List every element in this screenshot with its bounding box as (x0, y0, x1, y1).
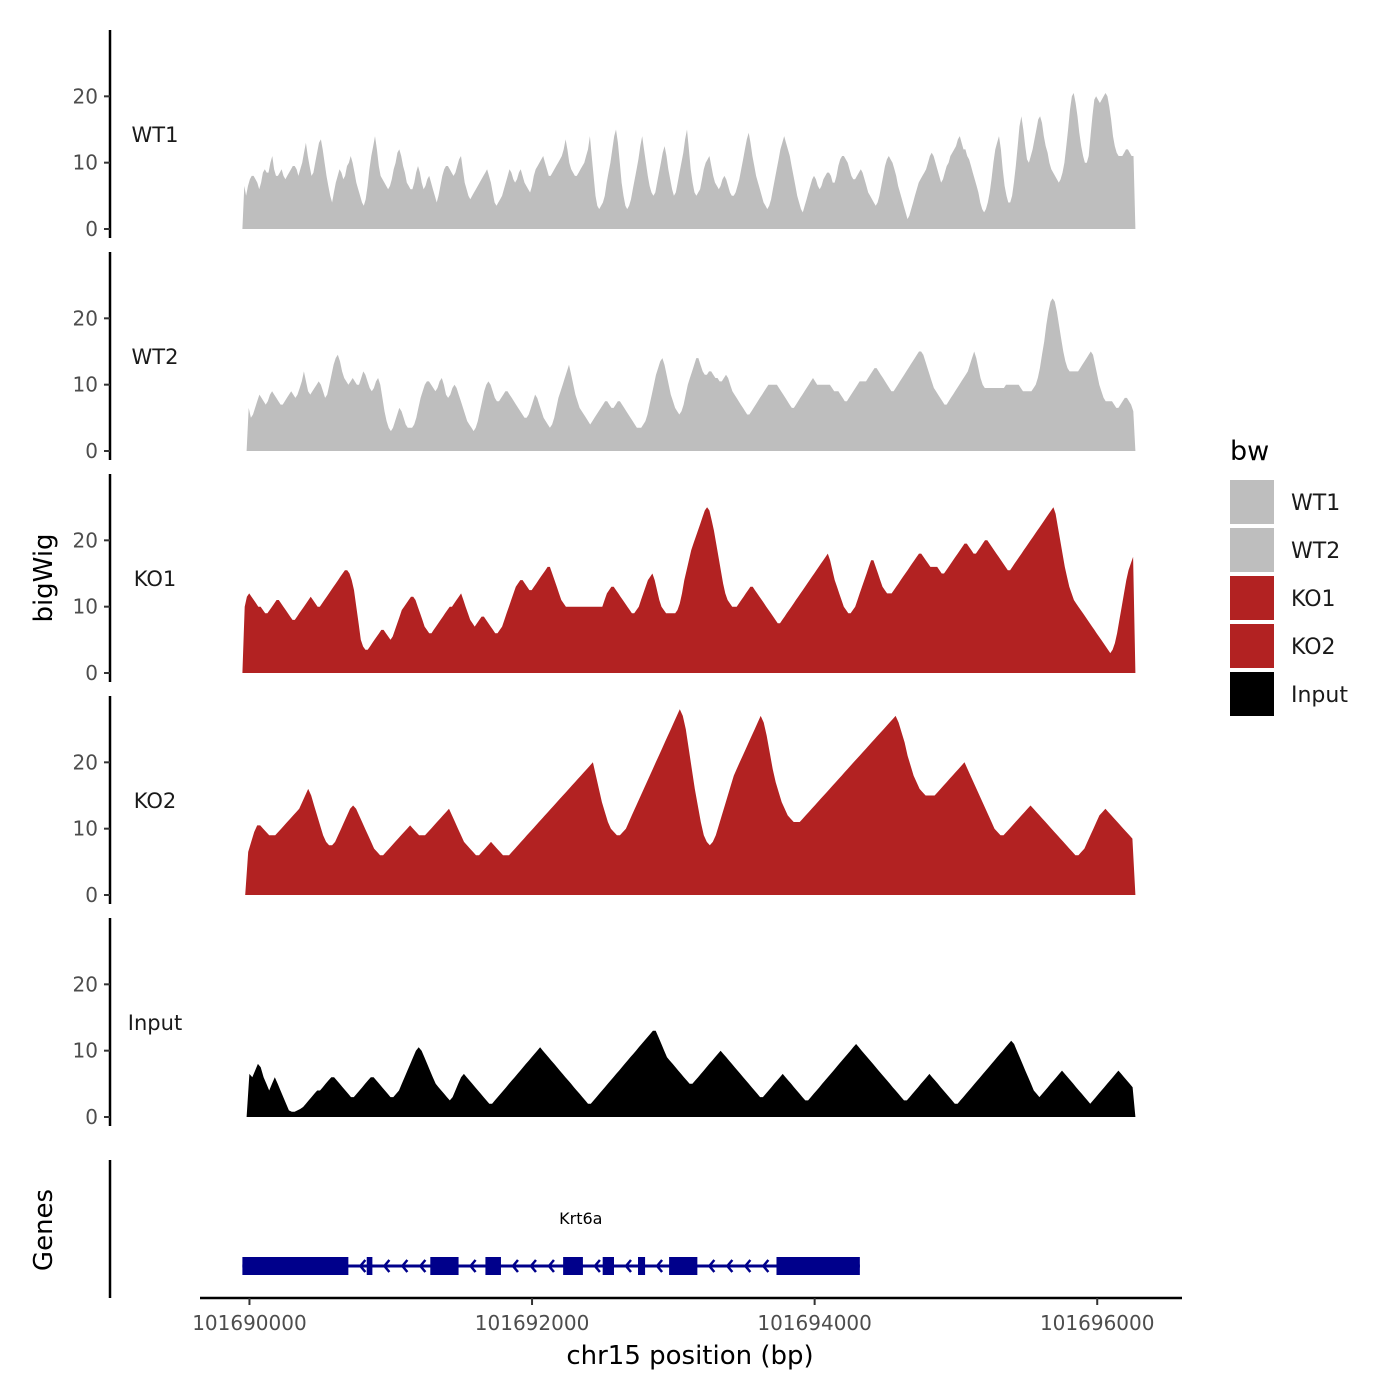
strand-arrow (382, 1259, 391, 1273)
strand-arrow (511, 1259, 519, 1273)
track-input: 0 10 20 Input (73, 918, 1136, 1129)
x-tick-label: 101690000 (192, 1311, 307, 1335)
legend-title: bw (1230, 436, 1269, 467)
strand-arrow (418, 1259, 427, 1273)
legend-swatch-ko2 (1230, 624, 1274, 668)
track-label: Input (128, 1011, 182, 1035)
tracks-layer: 0 10 20 WT1 0 10 20 WT2 0 10 20 KO1 0 10 20 KO2 0 10 20 Inp… (73, 30, 1136, 1129)
y-tick-label: 10 (73, 373, 98, 397)
x-tick-label: 101694000 (757, 1311, 872, 1335)
strand-arrow (707, 1259, 716, 1273)
legend-swatch-input (1230, 672, 1274, 716)
track-label: WT2 (132, 345, 179, 369)
legend-label-ko2: KO2 (1291, 635, 1336, 660)
y-tick-label: 0 (85, 883, 98, 907)
y-tick-label: 10 (73, 1039, 98, 1063)
y-tick-label: 10 (73, 151, 98, 175)
y-tick-label: 0 (85, 661, 98, 685)
y-tick-label: 0 (85, 217, 98, 241)
exon-block (366, 1257, 373, 1275)
x-axis: 101690000 101692000 101694000 101696000 (192, 1296, 1182, 1335)
y-tick-label: 0 (85, 1105, 98, 1129)
strand-arrow (468, 1259, 477, 1273)
y-tick-label: 20 (73, 306, 98, 330)
strand-arrow (358, 1259, 367, 1273)
coverage-area-wt1 (242, 93, 1136, 229)
coverage-area-ko1 (242, 507, 1136, 673)
legend-swatch-wt2 (1230, 528, 1274, 572)
legend-label-input: Input (1291, 683, 1348, 708)
genes-axis-title: Genes (29, 1189, 59, 1271)
legend-label-wt1: WT1 (1291, 491, 1340, 516)
track-label: KO1 (134, 567, 177, 591)
exon-block (563, 1257, 583, 1275)
strand-arrow (761, 1259, 770, 1273)
exon-block (485, 1257, 501, 1275)
x-axis-title: chr15 position (bp) (566, 1341, 813, 1371)
exon-block (776, 1257, 860, 1275)
y-tick-label: 10 (73, 817, 98, 841)
exon-block (669, 1257, 698, 1275)
legend: bw WT1 WT2 KO1 KO2 Input (1230, 436, 1348, 716)
y-tick-label: 20 (73, 528, 98, 552)
strand-arrow (400, 1259, 409, 1273)
coverage-area-input (246, 1030, 1136, 1117)
y-axis-title: bigWig (29, 533, 59, 622)
coverage-area-wt2 (246, 298, 1136, 451)
track-ko1: 0 10 20 KO1 (73, 474, 1136, 685)
gene-track: Krt6a (108, 1160, 860, 1298)
y-tick-label: 20 (73, 750, 98, 774)
y-tick-label: 10 (73, 595, 98, 619)
y-tick-label: 20 (73, 84, 98, 108)
track-label: KO2 (134, 789, 177, 813)
gene-label: Krt6a (559, 1209, 602, 1228)
strand-arrow (547, 1259, 555, 1273)
strand-arrow (624, 1259, 632, 1273)
y-tick-label: 20 (73, 972, 98, 996)
track-wt2: 0 10 20 WT2 (73, 252, 1136, 463)
y-tick-label: 0 (85, 439, 98, 463)
track-ko2: 0 10 20 KO2 (73, 696, 1136, 907)
strand-arrow (529, 1259, 537, 1273)
strand-arrow (725, 1259, 734, 1273)
x-tick-label: 101692000 (475, 1311, 590, 1335)
exon-block (638, 1257, 646, 1275)
legend-label-wt2: WT2 (1291, 539, 1340, 564)
track-wt1: 0 10 20 WT1 (73, 30, 1136, 241)
x-tick-label: 101696000 (1040, 1311, 1155, 1335)
strand-arrow (743, 1259, 752, 1273)
exon-block (430, 1257, 459, 1275)
track-label: WT1 (132, 123, 179, 147)
strand-arrow (655, 1259, 664, 1273)
legend-swatch-ko1 (1230, 576, 1274, 620)
exon-block (242, 1257, 349, 1275)
legend-swatch-wt1 (1230, 480, 1274, 524)
exon-block (602, 1257, 614, 1275)
strand-arrow (593, 1259, 601, 1273)
legend-label-ko1: KO1 (1291, 587, 1336, 612)
coverage-area-ko2 (245, 709, 1136, 895)
